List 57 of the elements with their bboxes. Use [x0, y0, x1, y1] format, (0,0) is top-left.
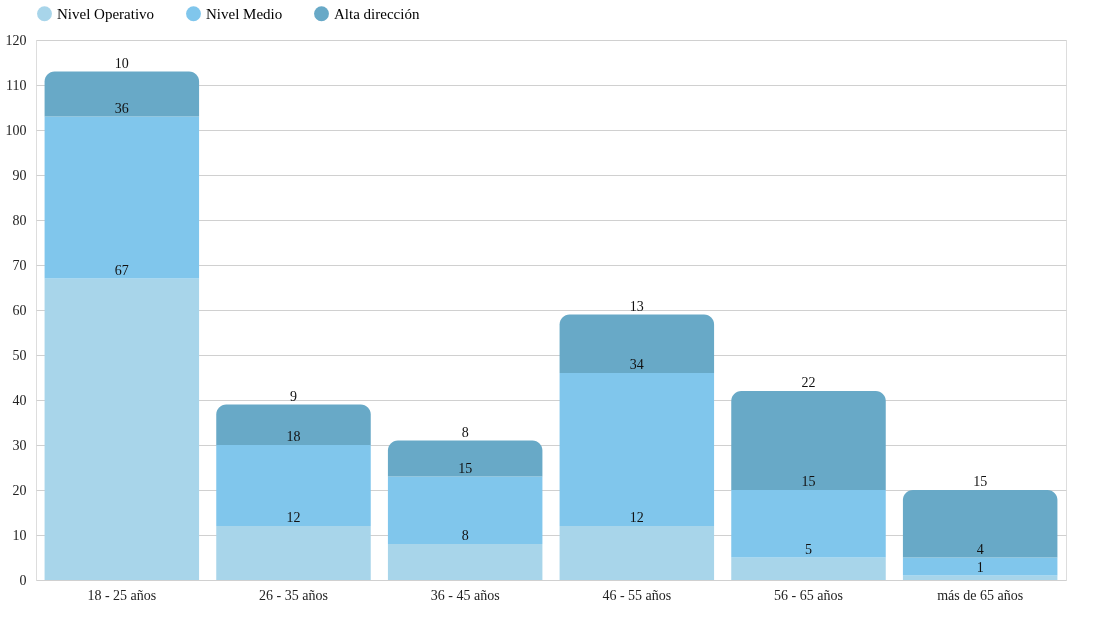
y-tick-label: 120 [5, 32, 27, 48]
data-label: 8 [461, 424, 469, 440]
bar [216, 526, 371, 580]
y-tick-label: 50 [12, 347, 27, 363]
data-label: 4 [976, 541, 984, 557]
y-tick-label: 90 [12, 167, 27, 183]
y-tick-label: 110 [6, 77, 27, 93]
bar [44, 116, 200, 279]
bar [216, 445, 371, 526]
legend-label: Nivel Medio [206, 5, 283, 22]
y-tick-label: 10 [12, 527, 27, 543]
x-tick-label: más de 65 años [937, 587, 1024, 603]
data-label: 1 [976, 559, 984, 575]
data-label: 8 [461, 528, 469, 543]
bar [387, 440, 543, 477]
data-label: 22 [801, 375, 816, 390]
bar [216, 404, 371, 445]
bar [44, 278, 200, 580]
x-tick-label: 26 - 35 años [259, 587, 328, 603]
y-tick-label: 70 [12, 257, 27, 273]
y-tick-label: 0 [19, 572, 27, 588]
data-label: 9 [290, 388, 297, 404]
y-tick-label: 60 [12, 302, 27, 318]
bar [44, 71, 200, 117]
x-tick-label: 36 - 45 años [430, 587, 500, 603]
data-label: 10 [114, 55, 129, 71]
data-label: 36 [114, 100, 129, 116]
bar [731, 391, 886, 490]
bar [559, 526, 715, 580]
legend-label: Nivel Operativo [57, 5, 155, 22]
bar [902, 557, 1058, 576]
data-label: 18 [286, 429, 301, 444]
y-tick-label: 40 [12, 392, 27, 408]
data-label: 12 [286, 510, 301, 525]
legend-label: Alta dirección [334, 5, 420, 22]
bar [731, 490, 886, 558]
data-label: 34 [629, 357, 644, 372]
data-label: 15 [973, 474, 988, 489]
data-label: 15 [458, 460, 473, 476]
y-tick-label: 30 [12, 437, 27, 453]
data-label: 13 [629, 298, 644, 314]
y-tick-label: 80 [12, 212, 27, 228]
x-tick-label: 46 - 55 años [602, 587, 672, 603]
data-label: 12 [629, 510, 644, 525]
bar [387, 544, 543, 580]
x-tick-label: 56 - 65 años [774, 587, 843, 603]
y-tick-label: 100 [5, 122, 27, 138]
x-tick-label: 18 - 25 años [87, 587, 157, 603]
bar [902, 490, 1058, 558]
data-label: 67 [114, 262, 129, 278]
data-label: 15 [801, 474, 816, 489]
bar [559, 373, 715, 526]
bar [559, 314, 715, 373]
bar [387, 476, 543, 544]
bar [731, 557, 886, 580]
data-label: 5 [805, 541, 812, 557]
y-tick-label: 20 [12, 482, 27, 498]
